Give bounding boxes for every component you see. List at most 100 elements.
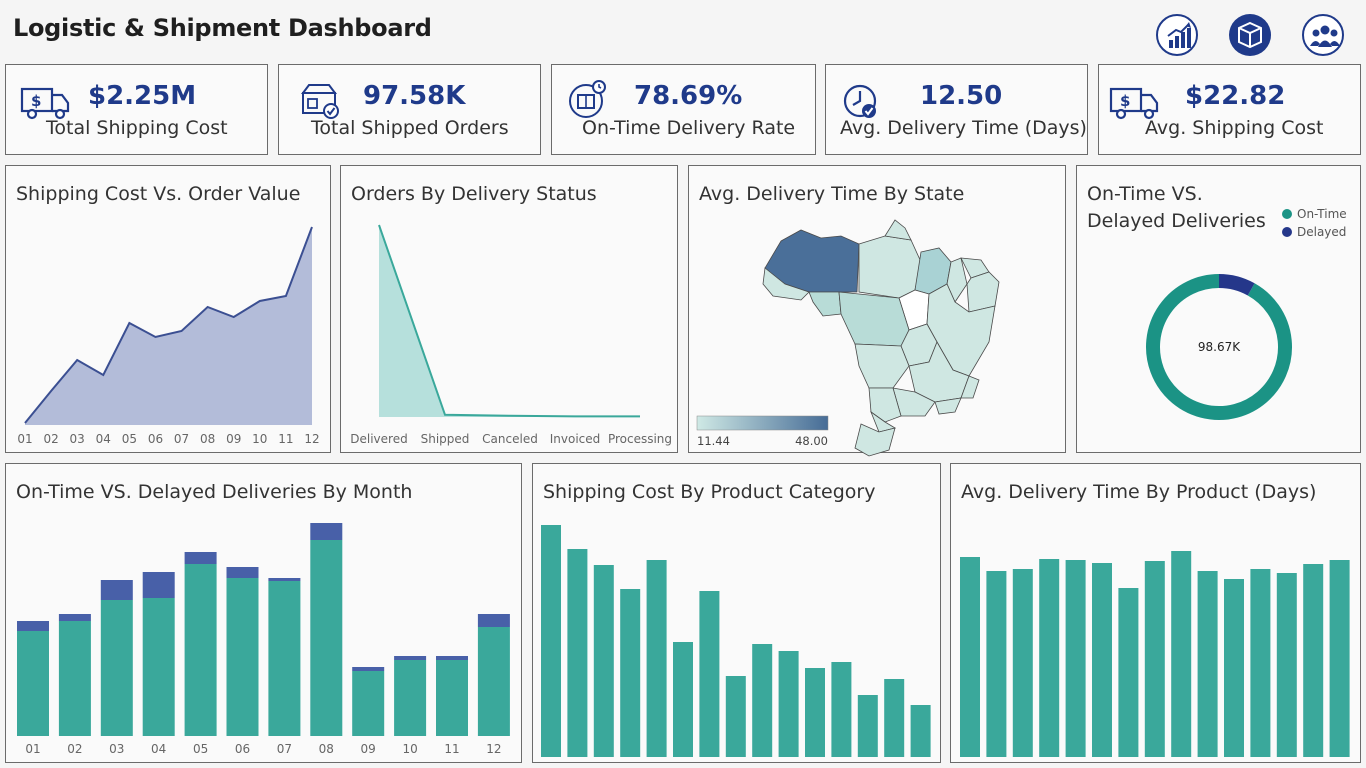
x-tick-label: Delivered bbox=[350, 432, 407, 446]
bar-ontime bbox=[436, 660, 468, 736]
bar bbox=[1276, 573, 1297, 757]
x-tick-label: 01 bbox=[25, 742, 40, 756]
bar bbox=[1303, 564, 1324, 757]
bar bbox=[910, 705, 931, 757]
bar bbox=[1039, 559, 1060, 757]
x-tick-label: 03 bbox=[70, 432, 85, 446]
panel-shipping-by-category: Shipping Cost By Product Category bbox=[532, 463, 941, 763]
legend-delayed-swatch bbox=[1282, 227, 1292, 237]
x-tick-label: 11 bbox=[444, 742, 459, 756]
map-state-acre[interactable] bbox=[762, 267, 810, 301]
bar bbox=[1092, 563, 1112, 757]
bar-delayed bbox=[226, 567, 259, 578]
bar-ontime bbox=[310, 540, 343, 736]
kpi-value: $22.82 bbox=[1185, 81, 1286, 111]
kpi-value: $2.25M bbox=[88, 81, 197, 111]
bar-ontime bbox=[58, 621, 91, 736]
panel-delivery-time-by-state: Avg. Delivery Time By State bbox=[688, 165, 1066, 457]
bar bbox=[646, 560, 667, 757]
bar-delayed bbox=[352, 667, 385, 671]
kpi-value: 12.50 bbox=[920, 81, 1003, 111]
bar-delayed bbox=[142, 572, 175, 598]
x-tick-label: 09 bbox=[361, 742, 376, 756]
clock-check-icon bbox=[843, 84, 877, 118]
kpi-value: 78.69% bbox=[634, 81, 743, 111]
bar bbox=[778, 651, 799, 757]
bar-delayed bbox=[58, 614, 91, 621]
map-state-espirito-santo[interactable] bbox=[960, 375, 980, 399]
bar bbox=[752, 644, 773, 757]
map-state-mato-grosso[interactable] bbox=[838, 291, 910, 347]
x-tick-label: 10 bbox=[252, 432, 267, 446]
bar bbox=[1171, 551, 1192, 757]
panel-orders-by-status: Orders By Delivery Status Delivered Shipp… bbox=[340, 165, 678, 453]
bar-delayed bbox=[17, 621, 49, 631]
bar-ontime bbox=[100, 600, 133, 736]
bar-ontime bbox=[226, 578, 259, 736]
map-state-piaui[interactable] bbox=[946, 257, 968, 303]
chart-title: Shipping Cost Vs. Order Value bbox=[16, 183, 301, 205]
map-state-mato-grosso-sul[interactable] bbox=[854, 343, 910, 389]
stacked-bar-deliveries-by-month: 01 02 03 04 05 06 07 08 09 10 11 12 bbox=[17, 523, 510, 756]
kpi-label: Avg. Shipping Cost bbox=[1145, 117, 1324, 139]
donut-slice-delayed bbox=[1218, 274, 1255, 296]
kpi-label: Total Shipped Orders bbox=[311, 117, 509, 139]
bar-ontime bbox=[142, 598, 175, 736]
legend-min-label: 11.44 bbox=[697, 434, 730, 448]
bar bbox=[593, 565, 614, 757]
x-tick-label: 04 bbox=[151, 742, 166, 756]
map-state-para[interactable] bbox=[858, 235, 922, 299]
kpi-label: Total Shipping Cost bbox=[46, 117, 228, 139]
panel-ontime-vs-delayed: On-Time VS. Delayed Deliveries On-Time D… bbox=[1076, 165, 1361, 453]
delivery-truck-dollar-icon: $ bbox=[1109, 87, 1159, 120]
kpi-value: 97.58K bbox=[363, 81, 466, 111]
map-state-rio-grande-sul[interactable] bbox=[854, 423, 896, 457]
brazil-state-map: 11.44 48.00 bbox=[696, 219, 1000, 457]
package-box-icon[interactable] bbox=[1229, 14, 1271, 56]
bar bbox=[1118, 588, 1139, 757]
legend-ontime-swatch bbox=[1282, 209, 1292, 219]
x-tick-label: 07 bbox=[277, 742, 292, 756]
bar bbox=[1197, 571, 1218, 757]
kpi-card-total-shipping-cost: $ $2.25M Total Shipping Cost bbox=[5, 64, 268, 155]
donut-slice-ontime bbox=[1146, 274, 1292, 420]
bar bbox=[884, 679, 905, 757]
chart-growth-icon[interactable] bbox=[1156, 14, 1198, 56]
panel-deliveries-by-month: On-Time VS. Delayed Deliveries By Month … bbox=[5, 463, 522, 763]
bar bbox=[1144, 561, 1165, 757]
delivery-truck-dollar-icon: $ bbox=[20, 87, 70, 120]
shopping-box-check-icon bbox=[301, 84, 339, 119]
chart-title: Orders By Delivery Status bbox=[351, 183, 597, 205]
bar bbox=[620, 589, 641, 757]
bar-delayed bbox=[436, 656, 468, 660]
map-state-rondonia[interactable] bbox=[808, 291, 842, 317]
package-box-icon-graphic bbox=[1238, 21, 1262, 49]
team-people-icon[interactable] bbox=[1302, 14, 1344, 56]
kpi-card-total-shipped-orders: 97.58K Total Shipped Orders bbox=[278, 64, 541, 155]
x-tick-label: 06 bbox=[235, 742, 250, 756]
kpi-label: On-Time Delivery Rate bbox=[582, 117, 796, 139]
x-tick-label: Canceled bbox=[482, 432, 538, 446]
bar-ontime bbox=[352, 671, 385, 736]
area-chart-orders-by-status: Delivered Shipped Canceled Invoiced Processi… bbox=[350, 224, 672, 446]
map-state-rio[interactable] bbox=[934, 397, 962, 415]
legend-ontime-label: On-Time bbox=[1297, 207, 1347, 221]
area-line bbox=[24, 226, 313, 424]
bar-ontime bbox=[17, 631, 49, 736]
delivery-clock-box-icon bbox=[569, 80, 606, 118]
x-tick-label: 09 bbox=[226, 432, 241, 446]
bar-ontime bbox=[184, 564, 217, 736]
bar bbox=[805, 668, 825, 757]
area-fill bbox=[379, 225, 640, 417]
chart-title: On-Time VS. Delayed Deliveries By Month bbox=[16, 481, 413, 503]
x-tick-label: 05 bbox=[122, 432, 137, 446]
chart-title: On-Time VS. Delayed Deliveries bbox=[1087, 183, 1266, 232]
chart-title: Avg. Delivery Time By Product (Days) bbox=[961, 481, 1317, 503]
x-tick-label: 08 bbox=[319, 742, 334, 756]
kpi-card-avg-shipping-cost: $ $22.82 Avg. Shipping Cost bbox=[1098, 64, 1361, 155]
map-state-parana[interactable] bbox=[868, 387, 902, 423]
bar-ontime bbox=[477, 627, 510, 736]
dashboard-title: Logistic & Shipment Dashboard bbox=[13, 14, 432, 42]
chart-growth-icon-graphic bbox=[1167, 22, 1191, 48]
map-state-amapa[interactable] bbox=[884, 219, 912, 241]
